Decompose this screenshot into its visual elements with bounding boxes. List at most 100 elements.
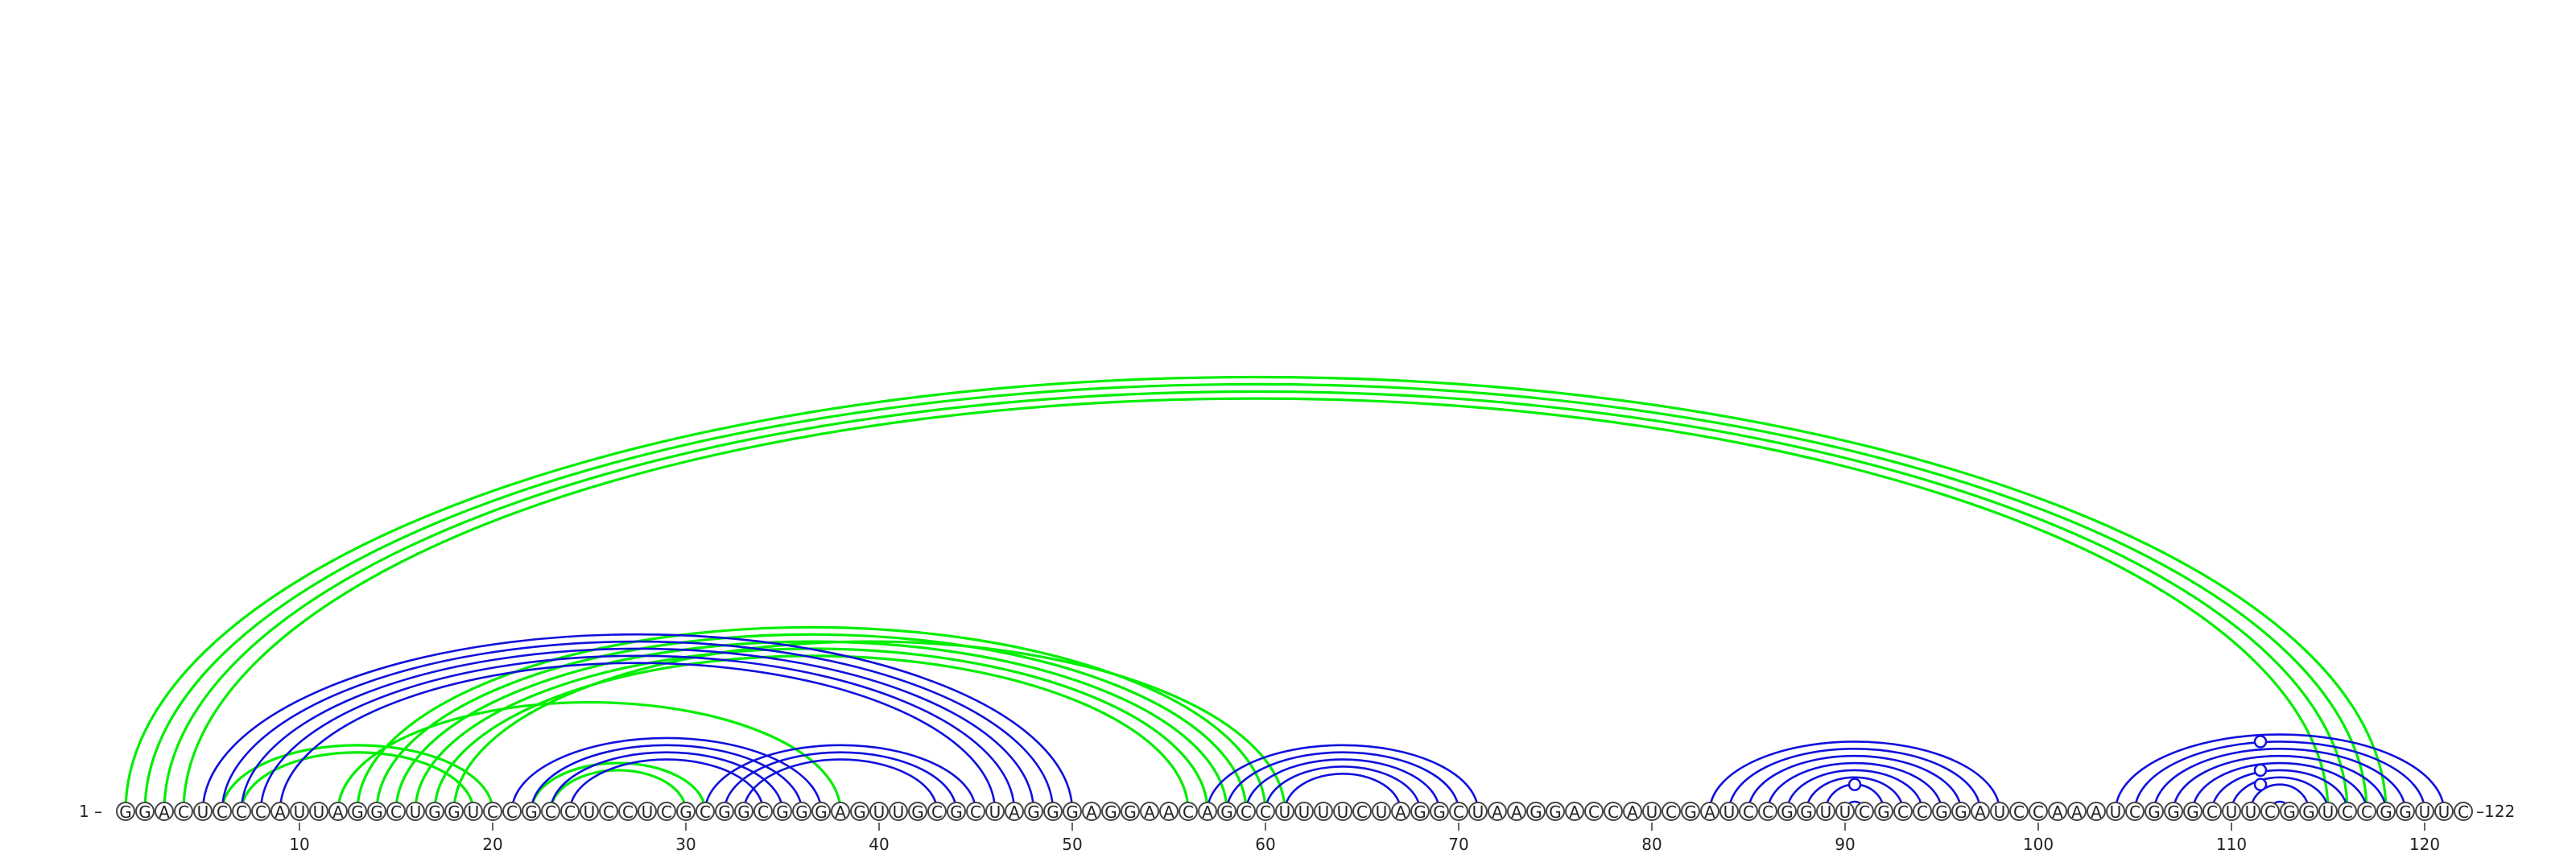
blue-base-pair-arc — [568, 758, 765, 812]
nucleotide-letter: A — [159, 802, 170, 822]
nucleotide-letter: C — [2342, 802, 2353, 822]
nucleotide-circle — [1005, 802, 1024, 821]
blue-base-pair-arc — [1264, 765, 1422, 812]
nucleotide-circle — [1565, 802, 1584, 821]
axis-tick-label: 40 — [869, 835, 889, 854]
nucleotide: G — [116, 802, 135, 822]
nucleotide: C — [1758, 802, 1777, 822]
blue-base-pair-arc — [510, 736, 823, 812]
nucleotide: G — [947, 802, 966, 822]
nucleotide-letter: G — [1955, 802, 1967, 822]
nucleotide-circle — [348, 802, 367, 821]
nucleotide: C — [2357, 802, 2376, 822]
nucleotide-letter: G — [1046, 802, 1059, 822]
nucleotide: G — [908, 802, 927, 822]
blue-base-pair-arc — [2230, 776, 2330, 812]
nucleotide-letter: G — [1684, 802, 1697, 822]
nucleotide: G — [1932, 802, 1951, 822]
nucleotide-circle — [1835, 802, 1855, 821]
nucleotide: U — [985, 802, 1005, 822]
nucleotide-letter: G — [815, 802, 828, 822]
nucleotide: G — [1024, 802, 1043, 822]
axis-tick-label: 10 — [289, 835, 309, 854]
nucleotide-letter: U — [197, 802, 209, 822]
nucleotide-circle — [541, 802, 560, 821]
pair-marker — [2253, 763, 2268, 778]
nucleotide-letter: G — [1124, 802, 1137, 822]
nucleotide-circle — [1256, 802, 1275, 821]
blue-base-pair-arc — [1708, 740, 2001, 812]
nucleotide-letter: U — [2419, 802, 2431, 822]
nucleotide-circle — [213, 802, 232, 821]
nucleotide-circle — [1874, 802, 1893, 821]
nucleotide-letter: C — [1743, 802, 1754, 822]
nucleotide: A — [1971, 802, 1990, 822]
nucleotide-letter: U — [2438, 802, 2450, 822]
nucleotide: G — [715, 802, 734, 822]
nucleotide-letter: G — [1066, 802, 1079, 822]
nucleotide: G — [1874, 802, 1893, 822]
blue-base-pair-arc — [549, 751, 784, 812]
nucleotide: C — [1584, 802, 1604, 822]
blue-arc-group — [201, 633, 2446, 812]
nucleotide: U — [1275, 802, 1294, 822]
nucleotide: C — [2260, 802, 2280, 822]
green-base-pair-arc — [530, 761, 707, 812]
nucleotide-circle — [2048, 802, 2067, 821]
nucleotide-letter: C — [1859, 802, 1870, 822]
nucleotide-letter: G — [448, 802, 460, 822]
nucleotide: C — [1855, 802, 1874, 822]
nucleotide-circle — [1758, 802, 1777, 821]
nucleotide-circle — [1236, 802, 1256, 821]
nucleotide-circle — [1913, 802, 1932, 821]
nucleotide: C — [541, 802, 560, 822]
nucleotide: A — [831, 802, 850, 822]
nucleotide: U — [1816, 802, 1835, 822]
nucleotide: G — [2145, 802, 2164, 822]
blue-base-pair-arc — [259, 654, 1016, 812]
nucleotide-circle — [560, 802, 580, 821]
nucleotide-circle — [1584, 802, 1604, 821]
nucleotide-letter: C — [2361, 802, 2372, 822]
nucleotide-circle — [2454, 802, 2473, 821]
nucleotide-circle — [2029, 802, 2048, 821]
nucleotide: G — [792, 802, 811, 822]
nucleotide: U — [1294, 802, 1314, 822]
blue-base-pair-arc — [201, 633, 1074, 812]
nucleotide-letter: C — [1183, 802, 1194, 822]
nucleotide-letter: G — [853, 802, 866, 822]
nucleotide-letter: U — [642, 802, 654, 822]
axis-tick-label: 100 — [2023, 835, 2054, 854]
nucleotide: C — [251, 802, 270, 822]
nucleotide: U — [1468, 802, 1488, 822]
blue-base-pair-arc — [2191, 761, 2368, 812]
nucleotide: C — [1739, 802, 1758, 822]
nucleotide-letter: U — [410, 802, 422, 822]
nucleotide: C — [696, 802, 715, 822]
nucleotide: U — [193, 802, 213, 822]
blue-base-pair-arc — [1225, 751, 1460, 812]
nucleotide-circle — [1043, 802, 1063, 821]
nucleotide: A — [2048, 802, 2067, 822]
nucleotide: G — [1951, 802, 1971, 822]
nucleotide: A — [1507, 802, 1526, 822]
nucleotide-letter: G — [2186, 802, 2199, 822]
nucleotide-letter: A — [2091, 802, 2102, 822]
axis-tick-label: 20 — [482, 835, 502, 854]
nucleotide: G — [1777, 802, 1797, 822]
nucleotide: U — [2318, 802, 2338, 822]
nucleotide: A — [1159, 802, 1179, 822]
nucleotide: C — [1604, 802, 1623, 822]
nucleotide-circle — [2202, 802, 2222, 821]
nucleotide-circle — [580, 802, 599, 821]
nucleotide: G — [1043, 802, 1063, 822]
green-base-pair-arc — [163, 390, 2349, 812]
blue-base-pair-arc — [2114, 733, 2446, 812]
nucleotide-circle — [2009, 802, 2029, 821]
nucleotide-circle — [1990, 802, 2009, 821]
green-base-pair-arc — [375, 633, 1248, 812]
nucleotide-circle — [1333, 802, 1352, 821]
nucleotide-circle — [2415, 802, 2434, 821]
blue-base-pair-arc — [1283, 773, 1402, 812]
nucleotide-letter: C — [2458, 802, 2469, 822]
